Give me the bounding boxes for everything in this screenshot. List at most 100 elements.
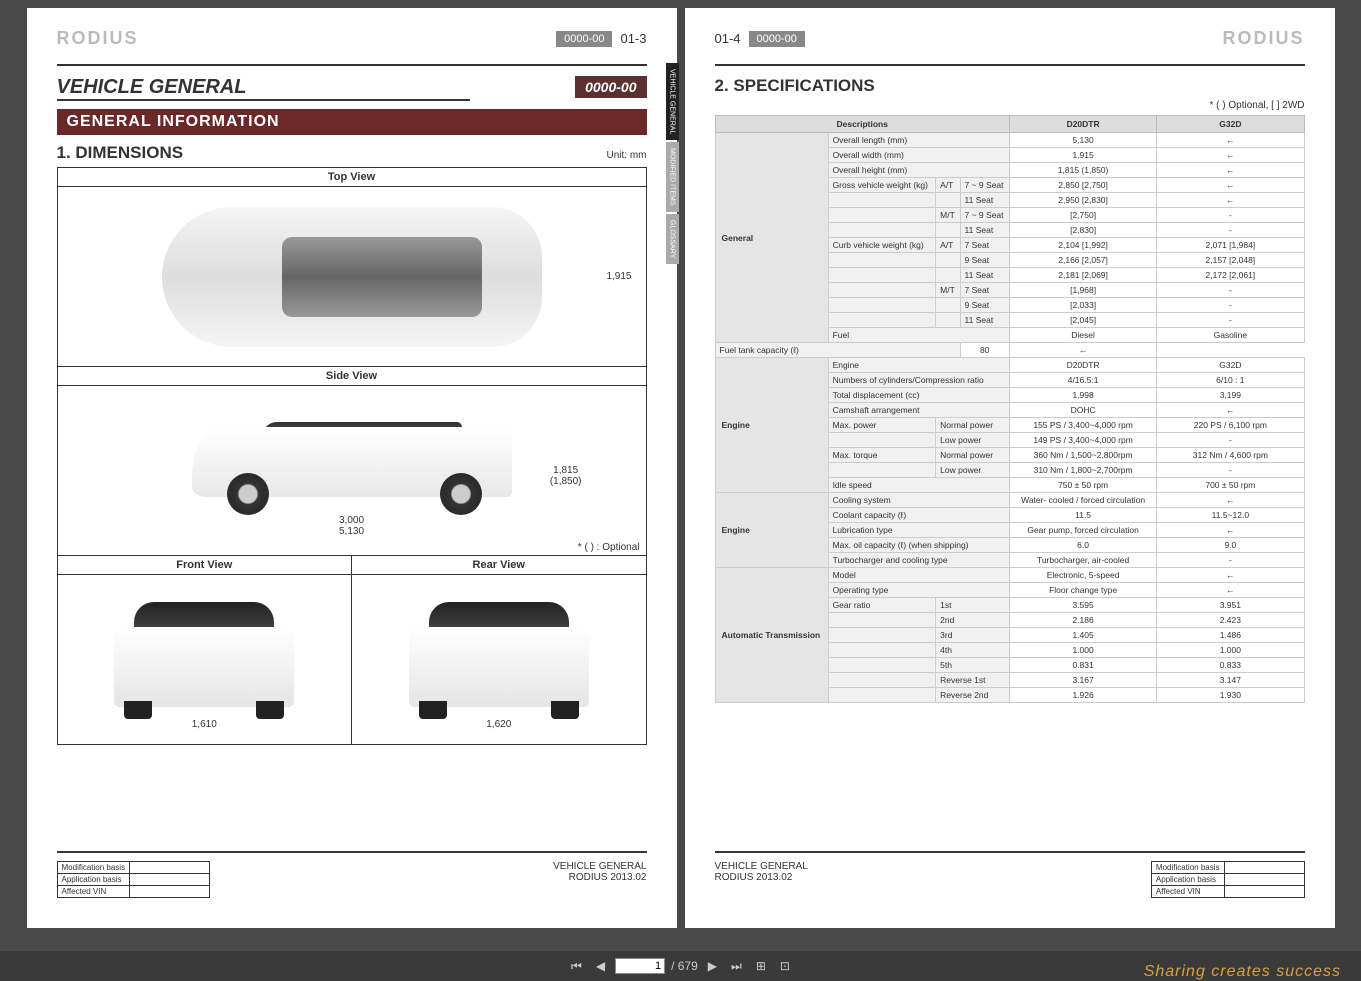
spec-value: 6.0 <box>1009 538 1156 553</box>
spec-desc <box>828 298 936 313</box>
spec-value: ← <box>1157 133 1304 148</box>
page-left: RODIUS 0000-00 01-3 VEHICLE GENERAL MODI… <box>27 8 677 928</box>
pdf-viewer: RODIUS 0000-00 01-3 VEHICLE GENERAL MODI… <box>0 0 1361 981</box>
spec-value: 155 PS / 3,400~4,000 rpm <box>1009 418 1156 433</box>
spec-desc: 2nd <box>936 613 1010 628</box>
page-input[interactable] <box>615 958 665 974</box>
spec-value: 3,199 <box>1157 388 1304 403</box>
spec-value: 2,104 [1,992] <box>1009 238 1156 253</box>
spec-value: 1.486 <box>1157 628 1304 643</box>
spec-header: G32D <box>1157 116 1304 133</box>
spec-value: DOHC <box>1009 403 1156 418</box>
spec-value: 2,157 [2,048] <box>1157 253 1304 268</box>
spec-value: 220 PS / 6,100 rpm <box>1157 418 1304 433</box>
first-page-button[interactable]: ⏮ <box>567 957 586 976</box>
spec-value: 3.147 <box>1157 673 1304 688</box>
spec-value: 3.951 <box>1157 598 1304 613</box>
prev-page-button[interactable]: ◀ <box>592 957 609 975</box>
spec-desc: 5th <box>936 658 1010 673</box>
spec-desc: 7 ~ 9 Seat <box>960 208 1009 223</box>
top-view-image: 1,915 <box>62 207 642 347</box>
spec-desc <box>828 613 936 628</box>
spec-value: ← <box>1157 583 1304 598</box>
code-badge: 0000-00 <box>556 31 612 47</box>
header-rule <box>57 64 647 66</box>
mod-row: Application basis <box>57 874 130 886</box>
mod-row: Application basis <box>1151 874 1224 886</box>
spec-desc: Gross vehicle weight (kg) <box>828 178 936 193</box>
tool-button[interactable]: ⊞ <box>752 957 770 975</box>
spec-desc: Operating type <box>828 583 1009 598</box>
spec-desc <box>828 673 936 688</box>
brand-logo: RODIUS <box>1222 28 1304 49</box>
spec-value: 2.186 <box>1009 613 1156 628</box>
spec-value: D20DTR <box>1009 358 1156 373</box>
heading-text: 2. SPECIFICATIONS <box>715 76 875 96</box>
spec-desc: 9 Seat <box>960 298 1009 313</box>
spec-desc: Low power <box>936 433 1010 448</box>
spec-value: ← <box>1157 568 1304 583</box>
mod-row: Affected VIN <box>57 886 130 898</box>
tab-vehicle-general[interactable]: VEHICLE GENERAL <box>666 63 679 140</box>
spec-desc: Normal power <box>936 448 1010 463</box>
spec-desc <box>936 298 960 313</box>
spec-value: Diesel <box>1009 328 1156 343</box>
dim-track-front: 1,610 <box>192 719 217 730</box>
spec-value: 5,130 <box>1009 133 1156 148</box>
top-view-header: Top View <box>57 168 646 187</box>
spec-value: Electronic, 5-speed <box>1009 568 1156 583</box>
footer-doc: VEHICLE GENERAL <box>715 861 808 872</box>
spec-value: [2,045] <box>1009 313 1156 328</box>
watermark: Sharing creates success <box>1144 963 1341 981</box>
footer-ver: RODIUS 2013.02 <box>715 872 808 883</box>
unit-label: Unit: mm <box>607 150 647 161</box>
spec-desc: Max. torque <box>828 448 936 463</box>
spec-value: 2,071 [1,984] <box>1157 238 1304 253</box>
dim-length: 5,130 <box>339 526 364 537</box>
spec-value: ← <box>1157 163 1304 178</box>
spec-desc: Overall height (mm) <box>828 163 1009 178</box>
spec-desc <box>936 223 960 238</box>
spec-value: 312 Nm / 4,600 rpm <box>1157 448 1304 463</box>
code-badge: 0000-00 <box>749 31 805 47</box>
next-page-button[interactable]: ▶ <box>704 957 721 975</box>
spec-desc <box>828 643 936 658</box>
spec-value: ← <box>1157 178 1304 193</box>
spec-value: 700 ± 50 rpm <box>1157 478 1304 493</box>
spec-header: D20DTR <box>1009 116 1156 133</box>
spec-value: [2,750] <box>1009 208 1156 223</box>
rear-view-image: 1,620 <box>356 589 642 730</box>
spec-value: ← <box>1157 193 1304 208</box>
side-view-header: Side View <box>57 367 646 386</box>
spec-value: [2,830] <box>1009 223 1156 238</box>
spec-value: ← <box>1157 403 1304 418</box>
spec-header: Descriptions <box>715 116 1009 133</box>
tab-glossary[interactable]: GLOSSARY <box>666 214 679 264</box>
page-number-box: 01-4 0000-00 <box>715 31 805 47</box>
last-page-button[interactable]: ⏭ <box>727 957 746 976</box>
spec-desc: Max. power <box>828 418 936 433</box>
spec-desc: Idle speed <box>828 478 1009 493</box>
specifications-heading: 2. SPECIFICATIONS <box>715 76 1305 96</box>
spec-desc <box>828 208 936 223</box>
spec-value: 1,815 (1,850) <box>1009 163 1156 178</box>
mod-row: Modification basis <box>1151 862 1224 874</box>
front-view-image: 1,610 <box>62 589 348 730</box>
spec-value: 2,950 [2,830] <box>1009 193 1156 208</box>
tool-button[interactable]: ⊡ <box>776 957 794 975</box>
title-main: VEHICLE GENERAL <box>57 76 470 101</box>
spec-value: 1.405 <box>1009 628 1156 643</box>
spec-desc: Engine <box>828 358 1009 373</box>
header-rule <box>715 64 1305 66</box>
spec-desc <box>936 193 960 208</box>
page-total-label: / 679 <box>671 959 698 973</box>
views-table: Top View 1,915 Side View 1,815 (1,850) 3… <box>57 167 647 745</box>
spec-desc: A/T <box>936 178 960 193</box>
spec-desc: 7 Seat <box>960 238 1009 253</box>
spec-desc: 7 ~ 9 Seat <box>960 178 1009 193</box>
spec-value: Gear pump, forced circulation <box>1009 523 1156 538</box>
spec-desc: Turbocharger and cooling type <box>828 553 1009 568</box>
tab-modified-items[interactable]: MODIFIED ITEMS <box>666 142 679 212</box>
footer-doc: VEHICLE GENERAL <box>553 861 646 872</box>
spec-value: 9.0 <box>1157 538 1304 553</box>
